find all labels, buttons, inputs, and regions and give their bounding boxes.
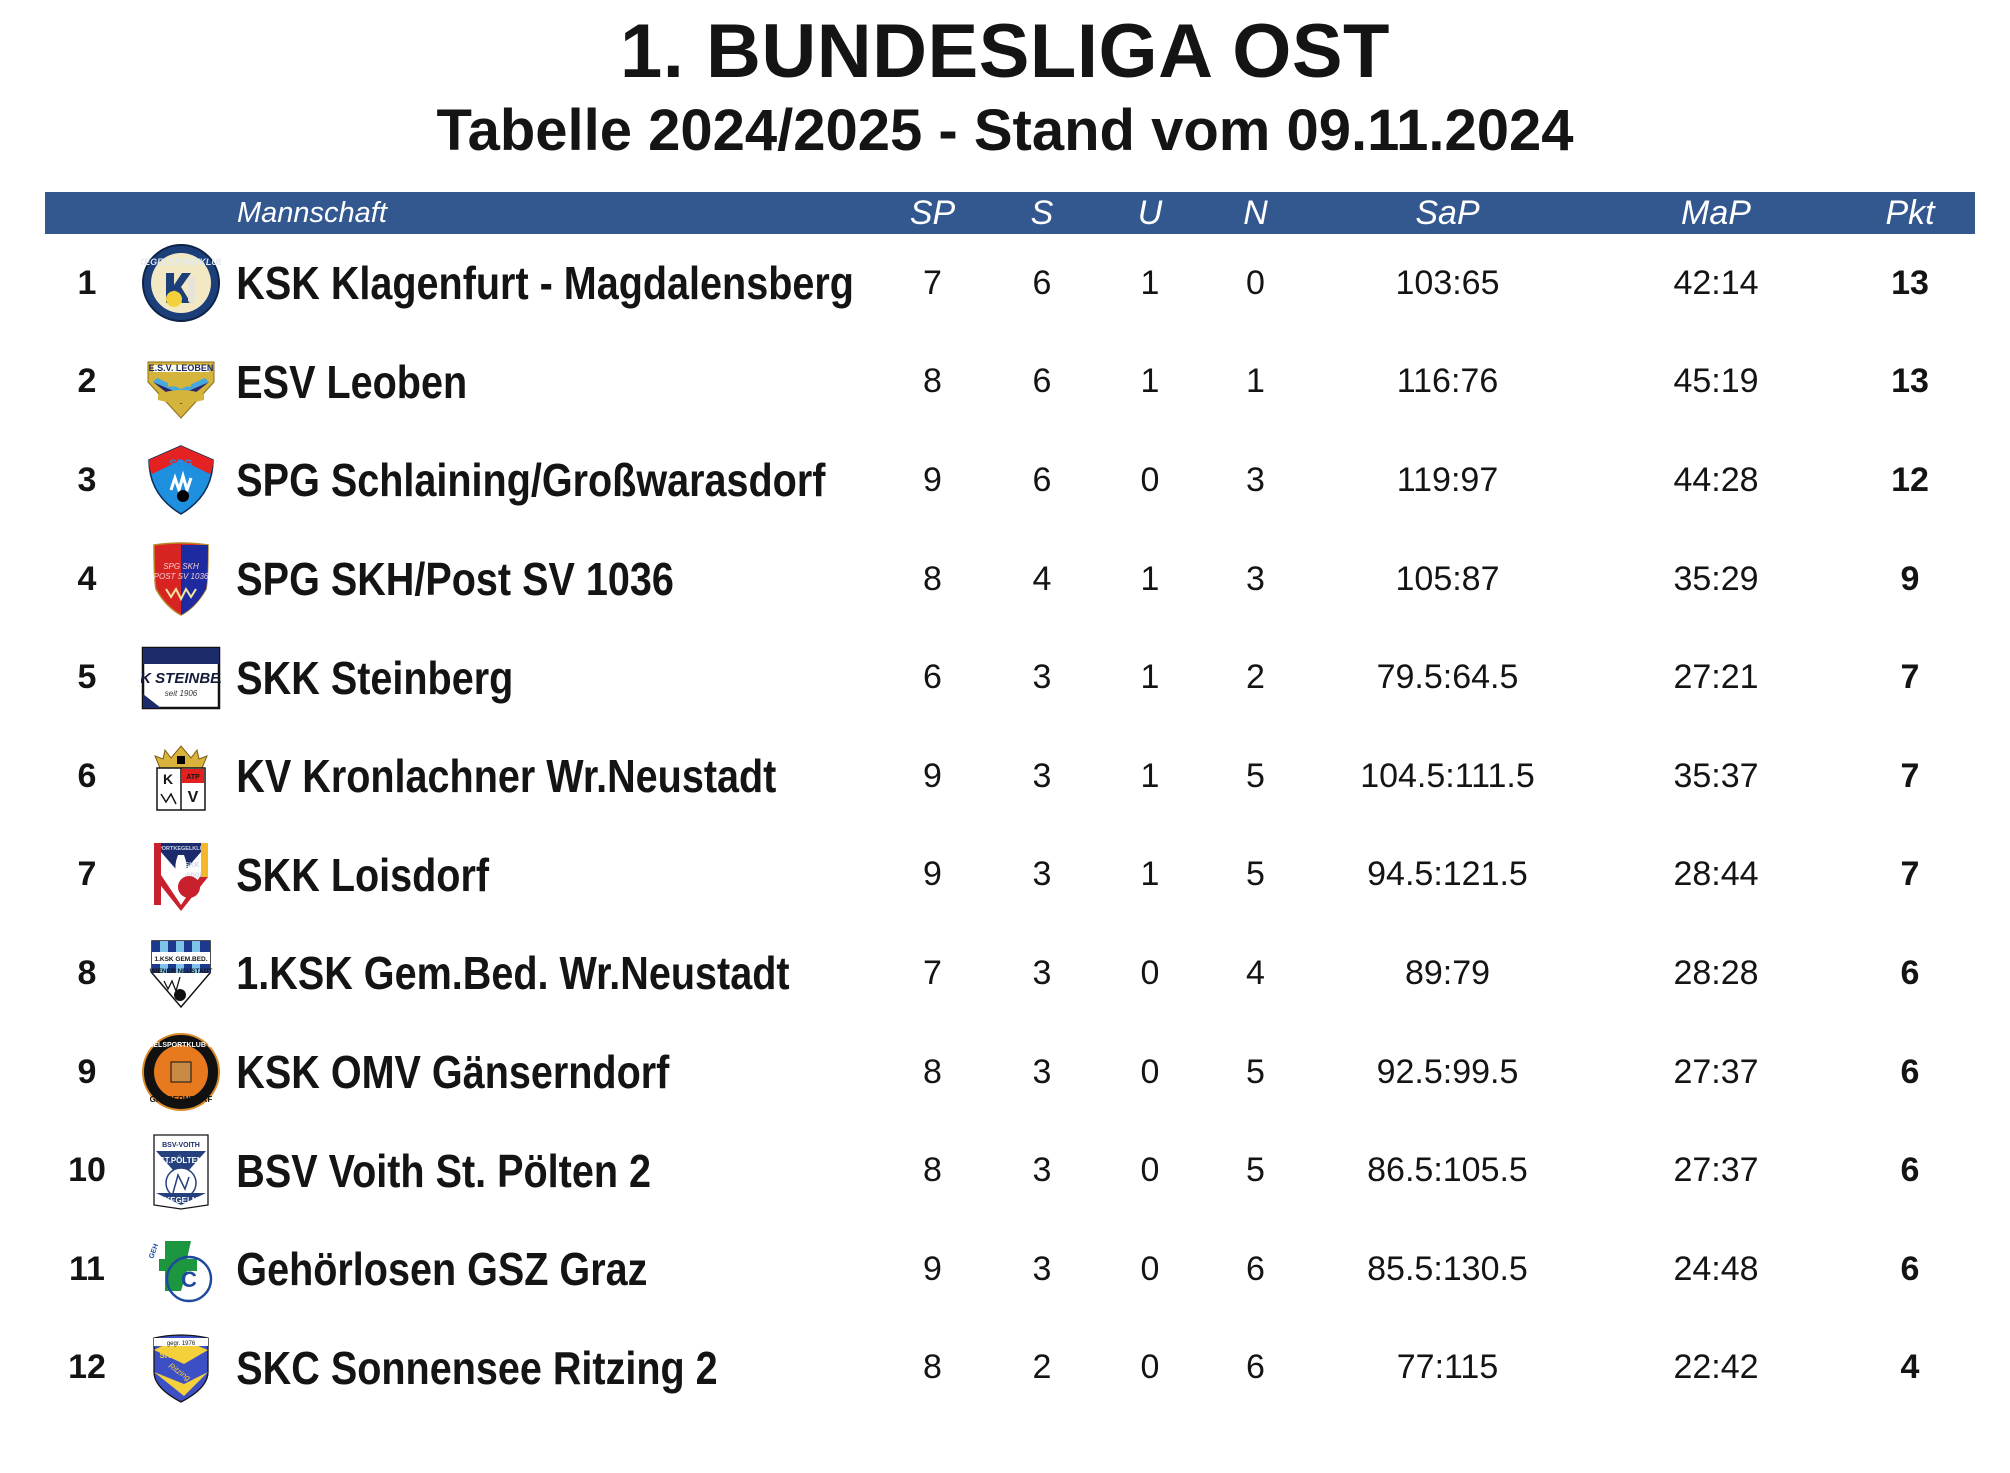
- svg-text:C: C: [181, 1267, 197, 1292]
- svg-text:ST.PÖLTEN: ST.PÖLTEN: [159, 1156, 203, 1165]
- svg-text:POST SV 1036: POST SV 1036: [153, 572, 208, 581]
- svg-text:WIENER NEUSTADT: WIENER NEUSTADT: [149, 968, 212, 975]
- svg-text:GÄNSERNDORF: GÄNSERNDORF: [149, 1095, 212, 1104]
- svg-text:SPORTKEGELKLUB: SPORTKEGELKLUB: [154, 846, 207, 852]
- svg-text:KEGELSPORTKLUB OMV: KEGELSPORTKLUB OMV: [141, 1042, 221, 1049]
- svg-text:BSV-VOITH: BSV-VOITH: [162, 1142, 200, 1149]
- svg-text:ATP: ATP: [186, 774, 200, 781]
- svg-text:gegr. 1976: gegr. 1976: [166, 1341, 195, 1347]
- svg-text:seit 1906: seit 1906: [164, 689, 197, 698]
- svg-text:GEH: GEH: [148, 1243, 160, 1260]
- svg-text:1.KSK GEM.BED.: 1.KSK GEM.BED.: [154, 956, 207, 963]
- svg-text:V: V: [187, 789, 198, 806]
- svg-text:KEGELSPORTKLUB: KEGELSPORTKLUB: [141, 257, 221, 267]
- svg-text:SKK: SKK: [184, 862, 199, 869]
- svg-text:SPG: SPG: [169, 458, 192, 470]
- svg-text:SKC: SKC: [159, 1351, 176, 1360]
- svg-text:SKK STEINBERG: SKK STEINBERG: [141, 670, 221, 687]
- svg-text:E.S.V. LEOBEN: E.S.V. LEOBEN: [148, 363, 213, 373]
- svg-text:SPG SKH: SPG SKH: [163, 562, 199, 571]
- svg-text:KEGELN: KEGELN: [164, 1196, 198, 1205]
- svg-text:K: K: [162, 771, 172, 787]
